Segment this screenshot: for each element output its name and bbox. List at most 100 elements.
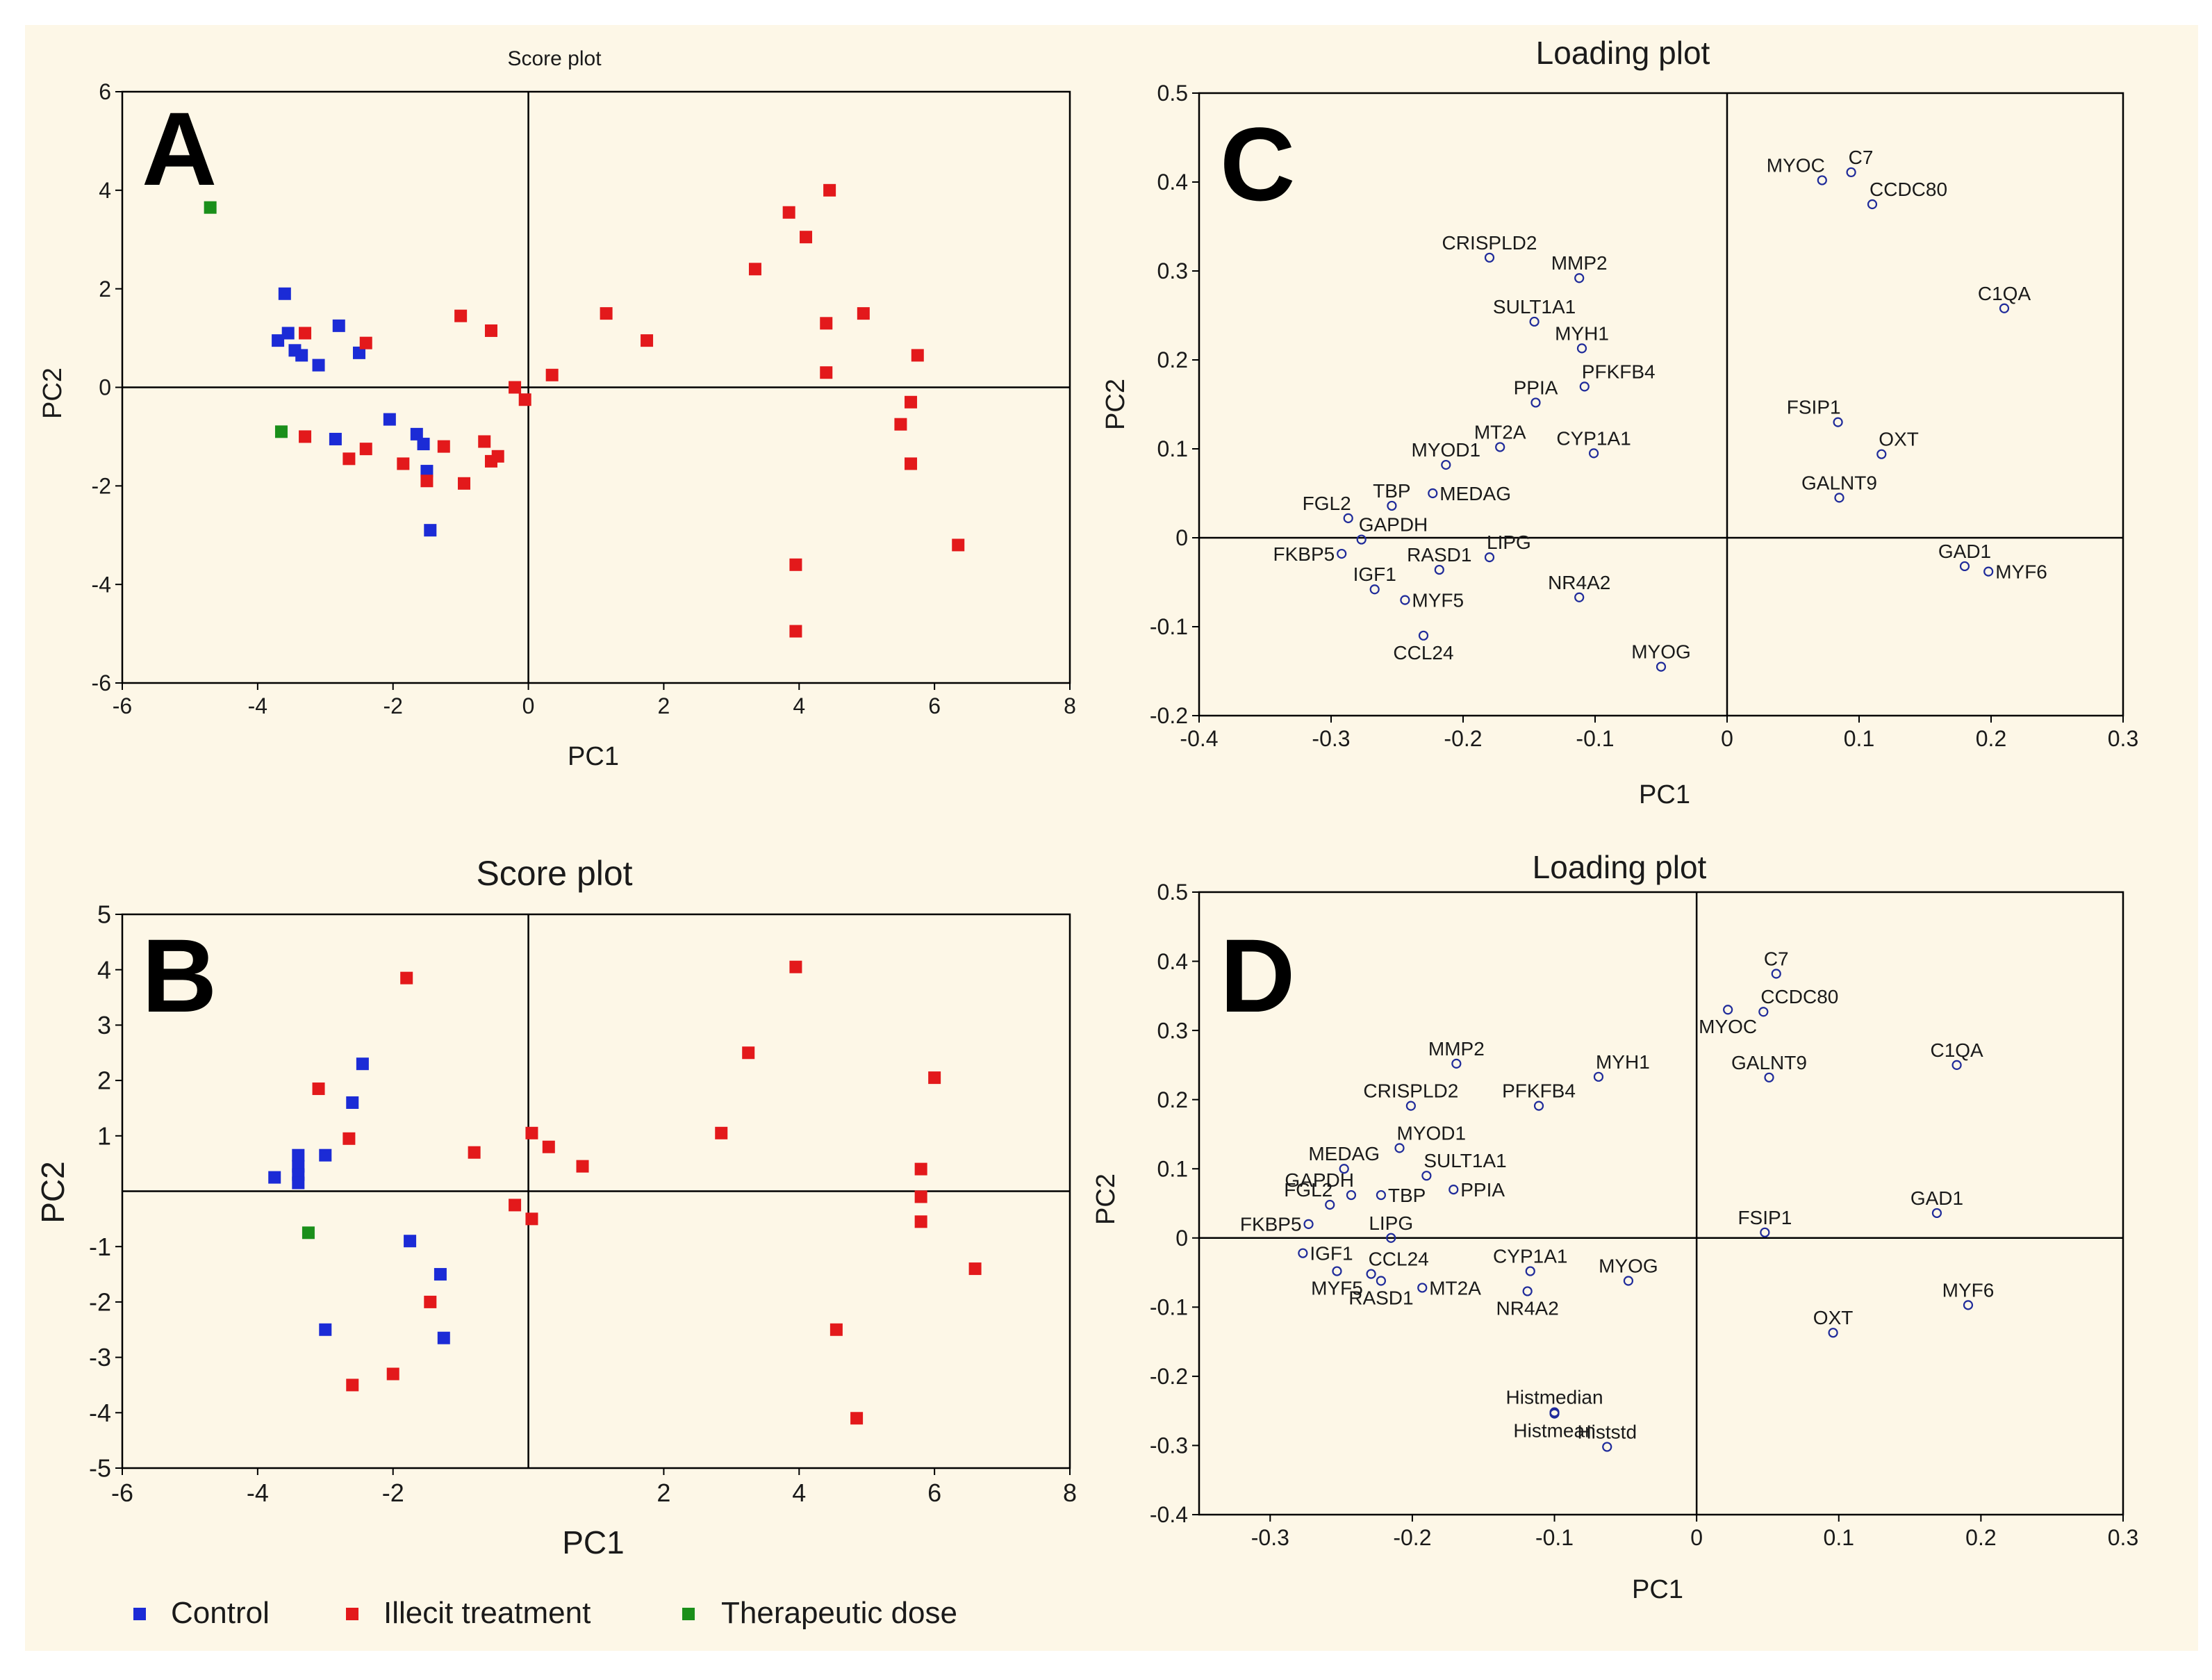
point-a-illicit xyxy=(894,418,907,431)
point-d-loading xyxy=(1298,1248,1308,1258)
point-a-control xyxy=(278,287,291,300)
point-c-loading xyxy=(1530,397,1541,408)
point-b-illicit xyxy=(542,1140,555,1153)
point-d-loading xyxy=(1325,1199,1335,1210)
panel-a-xtick-label: -2 xyxy=(383,693,402,718)
point-a-illicit xyxy=(857,307,870,320)
panel-b-xtick-label: -4 xyxy=(247,1479,269,1507)
panel-b-xtick-label: -2 xyxy=(382,1479,404,1507)
point-d-loading xyxy=(1602,1442,1612,1452)
point-a-illicit xyxy=(800,231,813,244)
point-d-loading xyxy=(1951,1060,1962,1070)
point-a-illicit xyxy=(820,317,833,330)
panel-d-ytick-label: -0.2 xyxy=(1150,1364,1188,1389)
point-b-illicit xyxy=(424,1295,437,1308)
panel-c-xtick-label: -0.3 xyxy=(1312,726,1350,751)
point-d-loading xyxy=(1394,1143,1405,1153)
panel-a-xtick-label: -6 xyxy=(113,693,132,718)
point-d-loading xyxy=(1963,1300,1974,1310)
panel-d-frame xyxy=(1198,891,2124,1516)
point-label-d: Histmedian xyxy=(1506,1387,1603,1408)
point-d-loading xyxy=(1623,1276,1634,1286)
point-a-control xyxy=(353,346,365,359)
point-b-illicit xyxy=(509,1199,522,1212)
point-a-illicit xyxy=(545,368,559,381)
point-b-control xyxy=(346,1096,359,1109)
panel-d-xtick-label: 0.2 xyxy=(1965,1525,1996,1550)
panel-d-letter: D xyxy=(1220,917,1295,1034)
panel-a-ytick-label: 2 xyxy=(99,277,111,302)
point-label-d: MEDAG xyxy=(1308,1143,1380,1164)
point-a-illicit xyxy=(478,435,491,448)
point-label-d: TBP xyxy=(1388,1185,1426,1206)
point-c-loading xyxy=(1418,630,1429,641)
point-label-d: C1QA xyxy=(1930,1039,1983,1061)
point-d-loading xyxy=(1593,1071,1604,1082)
point-b-control xyxy=(437,1331,450,1344)
point-d-loading xyxy=(1758,1007,1769,1017)
point-label-c: CRISPLD2 xyxy=(1442,232,1537,254)
panel-c-xtick-label: 0 xyxy=(1721,726,1733,751)
point-a-control xyxy=(312,359,325,372)
point-c-loading xyxy=(1834,493,1844,503)
point-label-d: Histmean xyxy=(1513,1420,1595,1442)
point-a-control xyxy=(329,432,342,445)
point-d-loading xyxy=(1417,1283,1428,1293)
point-b-control xyxy=(356,1057,369,1071)
point-b-illicit xyxy=(386,1367,399,1381)
point-c-loading xyxy=(1833,417,1843,427)
point-label-d: C7 xyxy=(1764,948,1789,969)
panel-c: Loading plot C PC1 PC2 -0.4 -0.3 -0.2 -0.1 0… xyxy=(1101,35,2138,809)
point-label-c: RASD1 xyxy=(1407,544,1471,566)
panel-d-ytick-label: -0.1 xyxy=(1150,1295,1188,1320)
point-a-illicit xyxy=(600,307,613,320)
point-label-d: FSIP1 xyxy=(1738,1207,1792,1228)
legend-marker-control xyxy=(133,1608,146,1620)
point-label-c: CYP1A1 xyxy=(1556,427,1631,449)
point-label-c: MYH1 xyxy=(1555,322,1609,344)
panel-c-xtick-label: -0.2 xyxy=(1444,726,1482,751)
point-label-c: C1QA xyxy=(1978,283,2031,304)
point-label-d: CCL24 xyxy=(1369,1249,1429,1270)
panel-b-title: Score plot xyxy=(476,854,632,893)
panel-c-xlabel: PC1 xyxy=(1639,780,1690,809)
point-b-illicit xyxy=(914,1162,927,1176)
panel-b-ytick-label: -2 xyxy=(89,1288,111,1317)
point-label-c: PPIA xyxy=(1514,377,1558,398)
point-b-control xyxy=(404,1235,417,1248)
panel-a-xtick-label: -4 xyxy=(248,693,267,718)
point-a-control xyxy=(272,334,285,347)
panel-a-ytick-label: -2 xyxy=(92,474,111,499)
panel-c-title: Loading plot xyxy=(1536,35,1710,71)
panel-a-ylabel: PC2 xyxy=(38,368,67,419)
point-c-loading xyxy=(1484,552,1495,563)
legend: Control Illecit treatment Therapeutic do… xyxy=(133,1596,957,1630)
point-d-loading xyxy=(1346,1189,1357,1201)
point-b-control xyxy=(434,1268,447,1281)
point-a-control xyxy=(420,465,434,478)
panel-c-ytick-label: 0.4 xyxy=(1157,170,1188,195)
point-a-illicit xyxy=(299,430,312,443)
point-b-therapeutic xyxy=(302,1226,315,1240)
point-c-loading xyxy=(1441,459,1451,470)
point-b-illicit xyxy=(525,1212,538,1226)
point-b-illicit xyxy=(830,1323,843,1336)
point-label-d: MYOC xyxy=(1699,1016,1757,1037)
point-label-d: MMP2 xyxy=(1428,1038,1485,1060)
point-d-loading xyxy=(1828,1328,1838,1338)
point-a-control xyxy=(295,349,308,362)
point-b-illicit xyxy=(742,1046,755,1060)
point-label-d: CYP1A1 xyxy=(1493,1246,1567,1267)
point-label-d: Histstd xyxy=(1577,1421,1637,1442)
panel-d-ytick-label: 0.3 xyxy=(1157,1018,1188,1043)
point-d-loading xyxy=(1522,1286,1533,1296)
point-label-d: LIPG xyxy=(1369,1212,1413,1234)
panel-a-xtick-label: 4 xyxy=(793,693,805,718)
point-label-c: OXT xyxy=(1879,429,1919,450)
point-d-loading xyxy=(1549,1408,1560,1419)
point-c-loading xyxy=(1369,584,1380,595)
point-a-illicit xyxy=(911,349,924,362)
point-a-control xyxy=(332,319,345,332)
legend-label-illicit: Illecit treatment xyxy=(383,1596,591,1630)
point-label-d: GAPDH xyxy=(1285,1169,1354,1191)
